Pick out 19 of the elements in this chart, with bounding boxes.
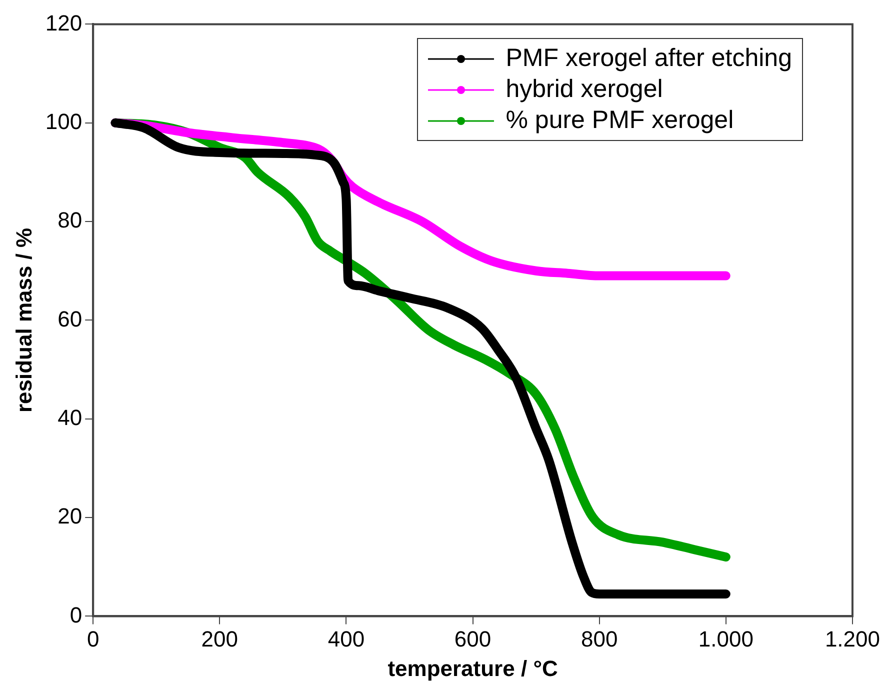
x-tick-label: 1.000 — [698, 626, 754, 652]
y-tick-label: 0 — [70, 602, 82, 628]
y-tick-label: 20 — [58, 504, 82, 529]
x-tick-label: 1.200 — [824, 626, 880, 652]
x-tick-label: 0 — [86, 626, 100, 652]
legend-label: PMF xerogel after etching — [506, 43, 792, 74]
y-tick-label: 100 — [45, 108, 82, 134]
y-tick-label: 80 — [58, 208, 82, 233]
y-tick-label: 40 — [58, 404, 82, 430]
x-tick-label: 600 — [454, 626, 492, 652]
legend-label: % pure PMF xerogel — [506, 105, 734, 136]
y-axis-title: residual mass / % — [11, 228, 36, 413]
x-axis-title: temperature / °C — [388, 656, 558, 681]
x-tick-label: 800 — [580, 626, 618, 652]
x-tick-label: 400 — [328, 626, 365, 652]
legend-label: hybrid xerogel — [506, 74, 663, 105]
y-tick-label: 120 — [45, 10, 82, 36]
y-tick-label: 60 — [58, 306, 82, 332]
x-tick-label: 200 — [201, 626, 238, 652]
